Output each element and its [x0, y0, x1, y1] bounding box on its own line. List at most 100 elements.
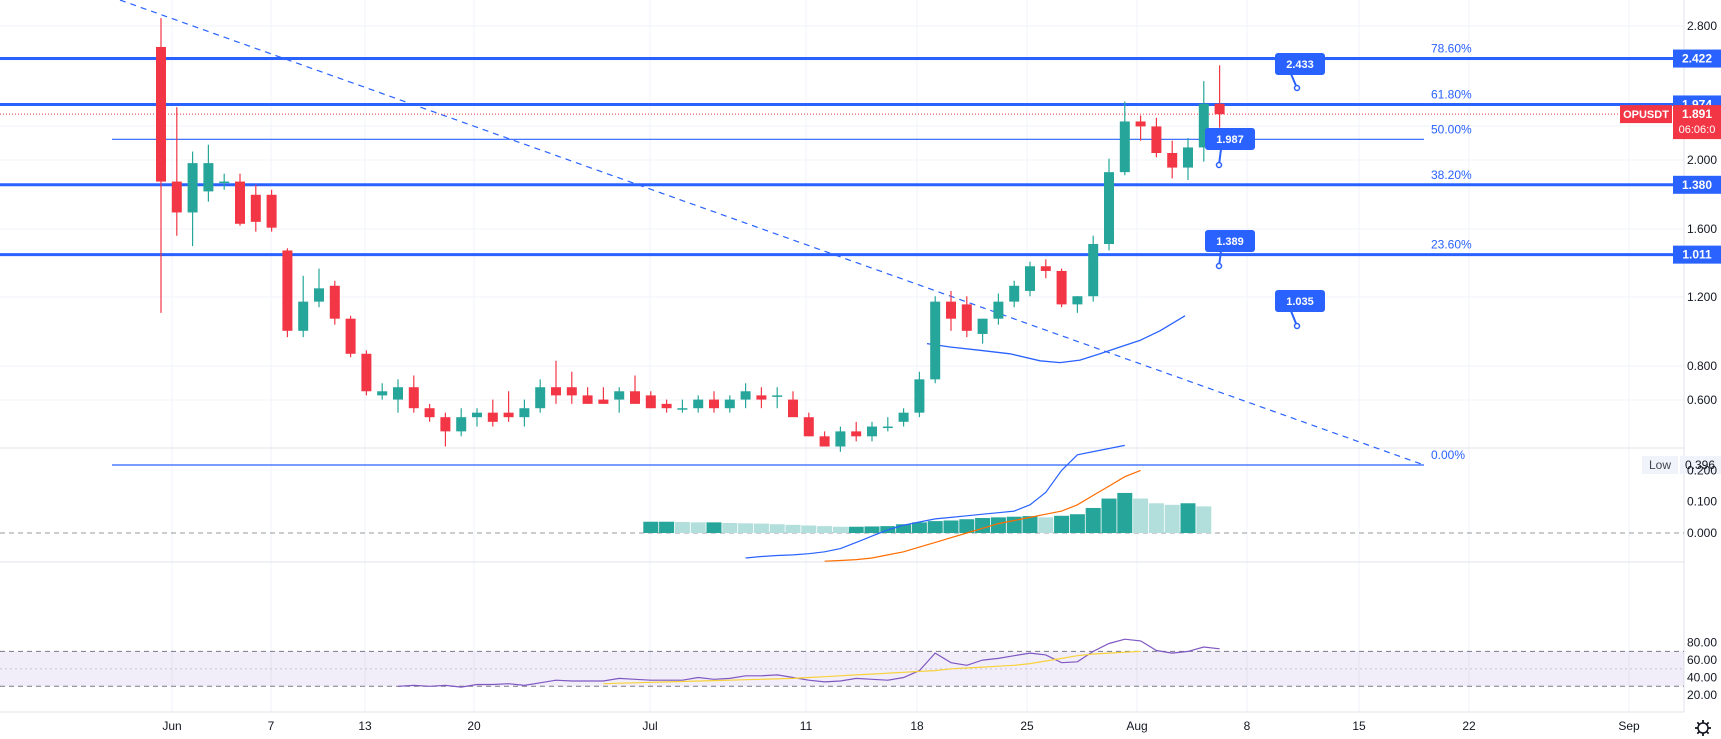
price-level-value: 2.422: [1682, 52, 1712, 66]
time-tick-label: Jul: [642, 719, 657, 733]
fib-level-label: 38.20%: [1431, 168, 1472, 182]
candle-body: [171, 181, 182, 213]
time-tick-label: Jun: [162, 719, 181, 733]
candle-body: [203, 163, 214, 192]
candle-body: [298, 301, 309, 331]
settings-gear-icon[interactable]: [1695, 720, 1711, 736]
rsi-moving-average: [603, 650, 1141, 685]
time-tick-label: 15: [1352, 719, 1366, 733]
macd-histogram-bar: [1180, 503, 1196, 533]
low-tag-label: Low: [1649, 458, 1671, 472]
gear-tooth: [1696, 730, 1701, 735]
candle-body: [440, 417, 451, 432]
candle-body: [1056, 270, 1067, 305]
time-tick-label: 8: [1244, 719, 1251, 733]
candle-body: [456, 417, 467, 432]
candle-body: [756, 395, 767, 400]
macd-histogram-bar: [769, 524, 785, 533]
macd-histogram-bar: [990, 517, 1006, 533]
macd-histogram-bar: [943, 520, 959, 533]
macd-line: [745, 444, 1125, 559]
callout-anchor: [1215, 161, 1223, 169]
candle-body: [1135, 121, 1146, 127]
candle-body: [661, 403, 672, 409]
price-level-value: 1.011: [1682, 248, 1712, 262]
price-tick-label: 0.600: [1687, 393, 1717, 407]
macd-histogram-bar: [927, 521, 943, 533]
candle-body: [819, 436, 830, 447]
candle-body: [882, 426, 893, 429]
low-value: 0.396: [1685, 458, 1715, 472]
candle-body: [314, 288, 324, 302]
candle-body: [693, 399, 704, 409]
price-level-tag[interactable]: [1673, 245, 1721, 264]
macd-histogram-bar: [911, 522, 927, 533]
candle-body: [1009, 285, 1020, 302]
price-tick-label: 2.800: [1687, 19, 1717, 33]
candle-body: [630, 391, 640, 404]
fib-level-label: 78.60%: [1431, 42, 1472, 56]
macd-histogram-bar: [659, 521, 675, 533]
candle-body: [503, 412, 514, 418]
price-axis[interactable]: 2.8002.6002.2002.0001.6001.2000.8000.600…: [1620, 19, 1721, 702]
macd-histogram-bar: [1196, 506, 1212, 533]
price-level-tag[interactable]: [1673, 175, 1721, 194]
gear-tooth: [1696, 721, 1701, 726]
candle-body: [156, 46, 166, 182]
macd-histogram-bar: [1133, 498, 1149, 533]
candle-body: [1214, 103, 1225, 115]
candle-body: [930, 301, 941, 380]
time-tick-label: 25: [1020, 719, 1034, 733]
callout-box[interactable]: [1205, 128, 1255, 150]
candle-body: [914, 379, 925, 413]
price-callouts[interactable]: 2.433 1.987 1.389 1.035: [1205, 53, 1325, 330]
rsi-tick-label: 40.00: [1687, 671, 1717, 685]
callout-box[interactable]: [1205, 230, 1255, 252]
macd-tick-label: 0.200: [1687, 463, 1717, 477]
last-price-value: 1.891: [1682, 107, 1712, 121]
macd-histogram-bar: [975, 517, 991, 533]
candle-body: [1072, 296, 1083, 305]
callout-box[interactable]: [1275, 53, 1325, 75]
symbol-label: OPUSDT: [1623, 109, 1669, 121]
fibonacci-retracement[interactable]: 78.60% 61.80% 50.00% 38.20% 23.60% 0.00%: [0, 42, 1684, 466]
candle-body: [614, 391, 625, 400]
candle-body: [551, 387, 561, 396]
candle-body: [1040, 266, 1051, 271]
macd-histogram-bar: [643, 521, 659, 533]
candle-body: [1104, 172, 1114, 245]
time-axis[interactable]: Jun 7 13 20 Jul 11 18 25 Aug 8 15 22 Sep: [0, 711, 1684, 733]
candlestick-series: [156, 18, 1225, 452]
bar-countdown: 06:06:0: [1679, 124, 1716, 136]
macd-histogram-bar: [848, 526, 864, 533]
price-tick-label: 0.800: [1687, 359, 1717, 373]
fib-level-label: 23.60%: [1431, 238, 1472, 252]
macd-histogram-bar: [1054, 515, 1070, 533]
candle-body: [535, 387, 546, 409]
fib-level-label: 0.00%: [1431, 448, 1465, 462]
price-tick-label: 1.200: [1687, 290, 1717, 304]
candle-body: [645, 395, 656, 409]
gear-ring: [1697, 722, 1709, 734]
price-level-value: 1.380: [1682, 178, 1712, 192]
time-tick-label: 22: [1462, 719, 1476, 733]
rsi-tick-label: 20.00: [1687, 688, 1717, 702]
macd-histogram-bar: [832, 526, 848, 533]
moving-average-line: [926, 315, 1186, 364]
macd-histogram-bar: [738, 523, 754, 533]
macd-histogram-bar: [817, 526, 833, 533]
candle-body: [393, 387, 403, 400]
callout-box[interactable]: [1275, 290, 1325, 312]
candle-body: [709, 399, 719, 409]
candle-body: [867, 426, 877, 437]
candle-body: [582, 395, 593, 404]
macd-histogram-bar: [674, 522, 690, 533]
low-tag-box: [1642, 456, 1678, 474]
candle-body: [740, 391, 751, 400]
callout-value: 1.035: [1286, 296, 1314, 308]
candle-body: [566, 387, 577, 396]
candle-body: [1119, 121, 1130, 173]
candle-body: [329, 285, 340, 319]
candle-body: [724, 399, 735, 409]
price-level-tag[interactable]: [1673, 49, 1721, 68]
